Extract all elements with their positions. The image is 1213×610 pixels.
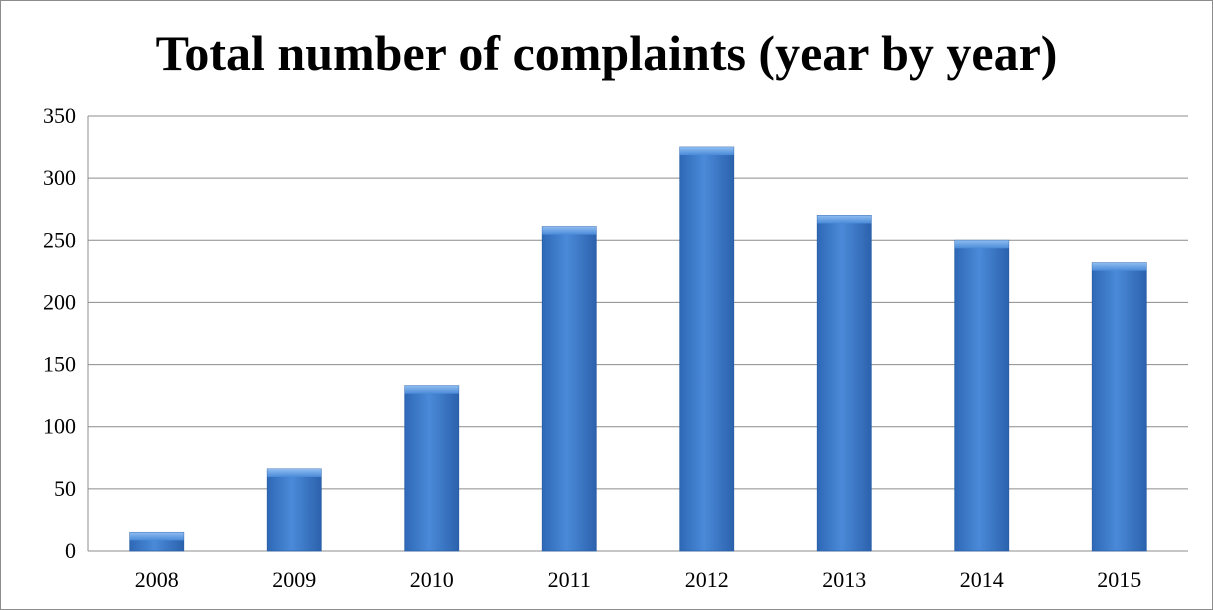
bar-body (816, 215, 872, 552)
bar-cap (404, 385, 459, 394)
y-tick-label: 250 (43, 227, 76, 252)
grid-lines (87, 115, 1188, 552)
x-axis-ticks: 2008 2009 2010 2011 2012 2013 2014 2015 (135, 567, 1142, 592)
bar-cap (542, 226, 597, 235)
y-tick-label: 150 (43, 352, 76, 377)
y-tick-label: 100 (43, 414, 76, 439)
bar-cap (1092, 262, 1147, 271)
y-tick-label: 200 (43, 289, 76, 314)
x-tick-label: 2014 (960, 567, 1004, 592)
y-tick-label: 300 (43, 165, 76, 190)
x-tick-label: 2011 (548, 567, 591, 592)
bar-body (541, 226, 597, 552)
bar-2015 (1091, 262, 1147, 552)
bar-2013 (816, 215, 872, 552)
chart-title: Total number of complaints (year by year… (155, 25, 1058, 81)
y-tick-label: 0 (65, 538, 76, 563)
x-tick-label: 2008 (135, 567, 179, 592)
bar-2008 (129, 531, 185, 552)
bar-body (266, 468, 322, 552)
x-tick-label: 2009 (272, 567, 316, 592)
bar-body (679, 146, 735, 552)
bar-body (1091, 262, 1147, 552)
bar-cap (817, 215, 872, 224)
bar-body (404, 385, 460, 552)
bar-body (954, 239, 1010, 552)
bar-cap (954, 240, 1009, 249)
y-tick-label: 50 (54, 476, 76, 501)
x-tick-label: 2015 (1097, 567, 1141, 592)
bar-2011 (541, 226, 597, 552)
x-tick-label: 2010 (410, 567, 454, 592)
bar-2009 (266, 468, 322, 552)
bars (129, 146, 1147, 552)
bar-cap (267, 468, 322, 477)
bar-cap (129, 532, 184, 541)
x-tick-label: 2013 (822, 567, 866, 592)
y-axis-ticks: 0 50 100 150 200 250 300 350 (43, 103, 76, 563)
y-tick-label: 350 (43, 103, 76, 128)
bar-2014 (954, 239, 1010, 552)
bar-2010 (404, 385, 460, 552)
x-tick-label: 2012 (685, 567, 729, 592)
bar-cap (679, 147, 734, 156)
bar-2012 (679, 146, 735, 552)
